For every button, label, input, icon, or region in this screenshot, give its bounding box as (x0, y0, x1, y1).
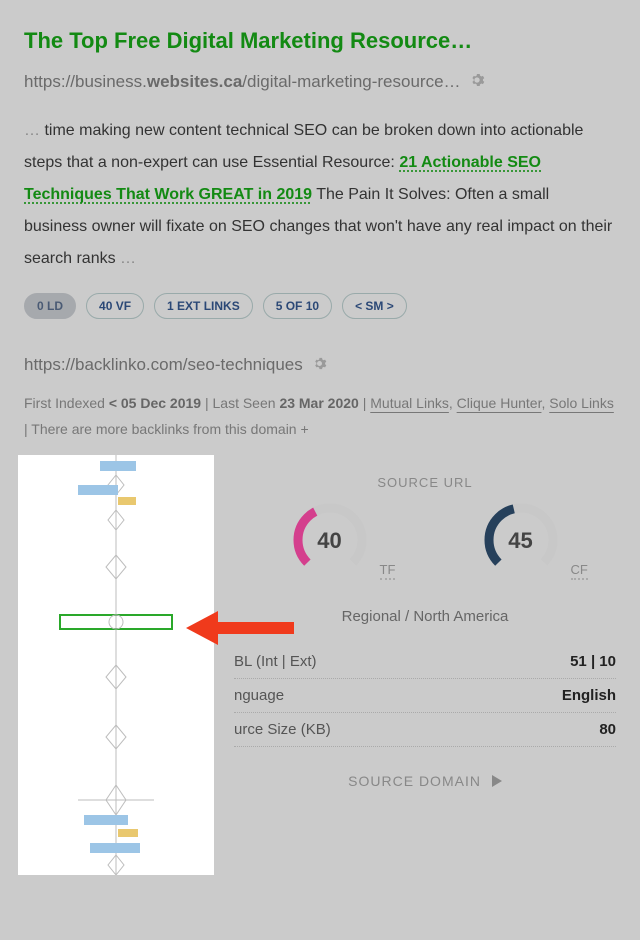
clique-hunter[interactable]: Clique Hunter (457, 395, 542, 411)
solo-links[interactable]: Solo Links (549, 395, 614, 411)
result-title[interactable]: The Top Free Digital Marketing Resource… (24, 28, 616, 54)
gear-icon[interactable] (312, 356, 327, 376)
annotation-arrow-icon (184, 603, 304, 653)
source-url-header: SOURCE URL (234, 475, 616, 490)
stat-language: nguage English (234, 679, 616, 713)
more-backlinks[interactable]: | There are more backlinks from this dom… (24, 421, 309, 437)
stat-language-label: nguage (234, 687, 284, 704)
pill-of[interactable]: 5 OF 10 (263, 293, 332, 319)
link-graph-svg (18, 455, 214, 875)
chevron-right-icon (492, 774, 502, 790)
result-snippet: … time making new content technical SEO … (24, 115, 616, 275)
stat-bl-value: 51 | 10 (570, 653, 616, 670)
target-url[interactable]: https://backlinko.com/seo-techniques (24, 355, 616, 376)
tf-label: TF (380, 562, 396, 580)
meta-line: First Indexed < 05 Dec 2019 | Last Seen … (24, 390, 616, 443)
pill-sm[interactable]: < SM > (342, 293, 407, 319)
source-domain-label: SOURCE DOMAIN (348, 773, 481, 789)
stat-size-value: 80 (599, 721, 616, 738)
source-domain-toggle[interactable]: SOURCE DOMAIN (234, 773, 616, 790)
stat-bl-label: BL (Int | Ext) (234, 653, 317, 670)
url-prefix: https://business. (24, 72, 147, 91)
first-indexed-label: First Indexed (24, 395, 109, 411)
pill-row: 0 LD 40 VF 1 EXT LINKS 5 OF 10 < SM > (24, 293, 616, 319)
ellipsis: … (120, 250, 136, 267)
pill-vf[interactable]: 40 VF (86, 293, 144, 319)
tf-value: 40 (290, 528, 370, 554)
cf-value: 45 (481, 528, 561, 554)
mutual-links[interactable]: Mutual Links (370, 395, 449, 411)
stat-size: urce Size (KB) 80 (234, 713, 616, 747)
last-seen-value: 23 Mar 2020 (279, 395, 358, 411)
url-path: /digital-marketing-resource… (242, 72, 460, 91)
ellipsis: … (24, 122, 40, 139)
lower-section: SOURCE URL 40 TF 45 CF (24, 455, 616, 790)
cf-label: CF (571, 562, 588, 580)
pill-ld[interactable]: 0 LD (24, 293, 76, 319)
tf-gauge: 40 TF (290, 500, 370, 580)
pain-label: The Pain It Solves: (312, 186, 455, 203)
result-url[interactable]: https://business.websites.ca/digital-mar… (24, 72, 616, 93)
link-graph-panel (18, 455, 214, 875)
cf-gauge: 45 CF (481, 500, 561, 580)
first-indexed-value: < 05 Dec 2019 (109, 395, 201, 411)
gauges-row: 40 TF 45 CF (234, 500, 616, 580)
stat-language-value: English (562, 687, 616, 704)
last-seen-label: | Last Seen (201, 395, 279, 411)
target-url-text: https://backlinko.com/seo-techniques (24, 355, 303, 374)
stat-size-label: urce Size (KB) (234, 721, 331, 738)
url-domain: websites.ca (147, 72, 242, 91)
gear-icon[interactable] (469, 72, 485, 93)
pill-ext-links[interactable]: 1 EXT LINKS (154, 293, 253, 319)
